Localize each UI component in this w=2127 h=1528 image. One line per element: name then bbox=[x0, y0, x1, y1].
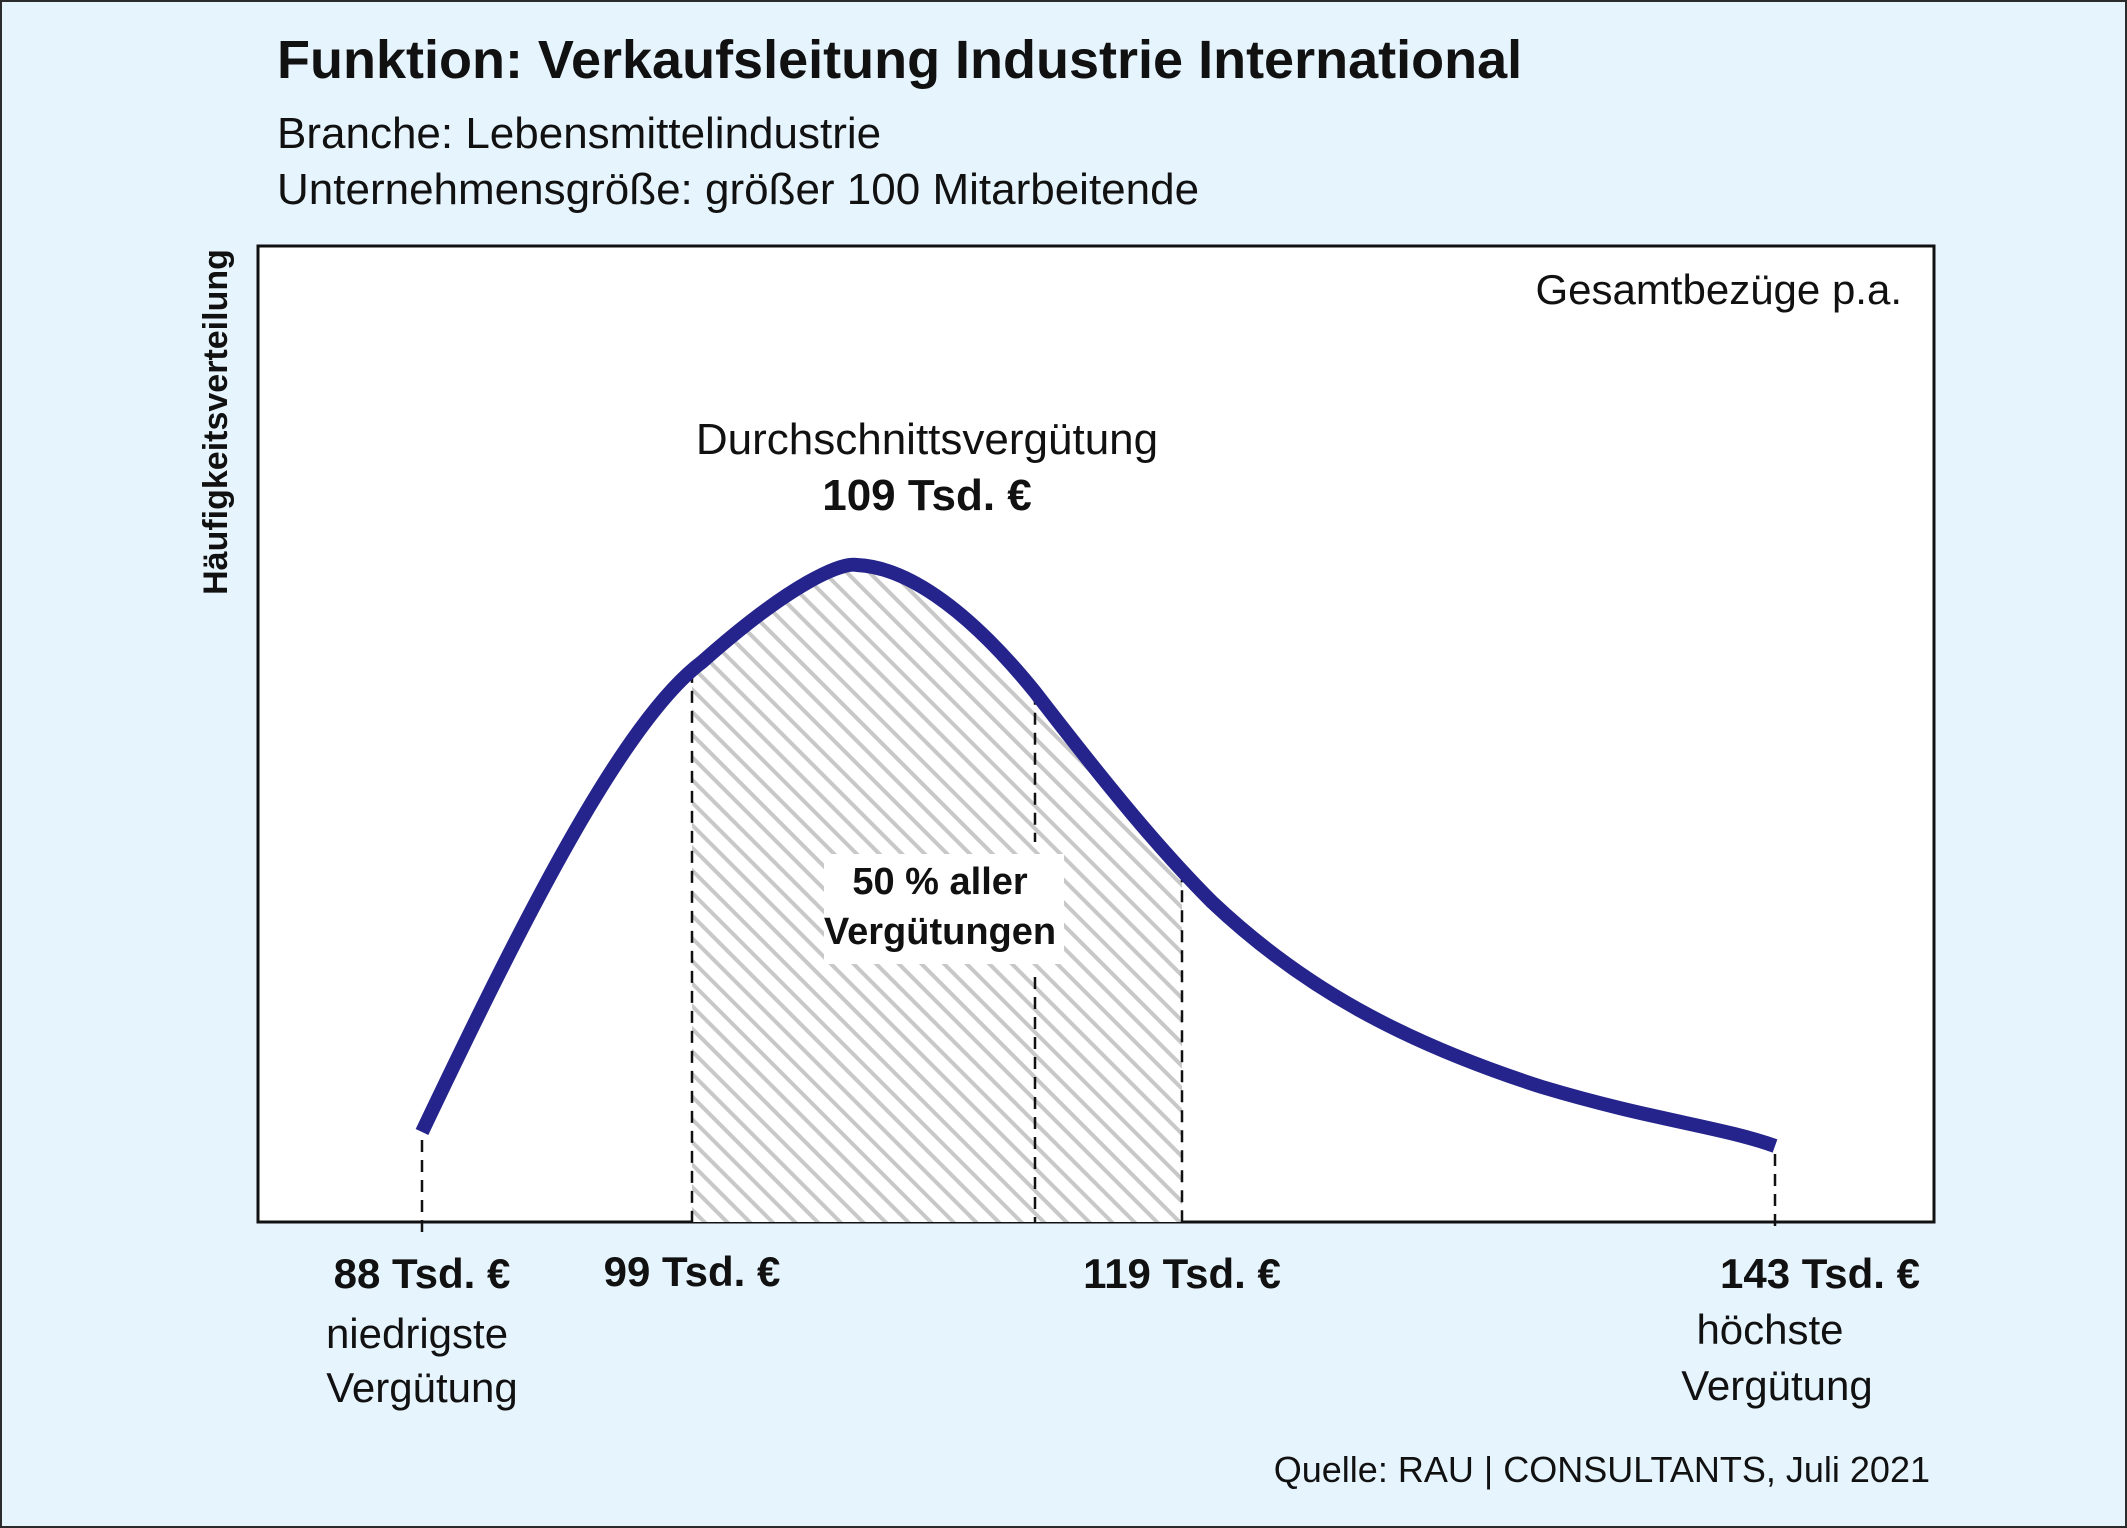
tick-label-q3: 119 Tsd. € bbox=[1083, 1250, 1281, 1297]
min-caption-line2: Vergütung bbox=[326, 1364, 518, 1411]
marker-lines bbox=[420, 670, 1777, 1232]
max-caption-line2: Vergütung bbox=[1681, 1362, 1873, 1409]
chart-title: Funktion: Verkaufsleitung Industrie Inte… bbox=[277, 30, 1522, 90]
tick-label-max: 143 Tsd. € bbox=[1720, 1250, 1920, 1297]
tick-label-q1: 99 Tsd. € bbox=[604, 1248, 781, 1295]
band-label-line2: Vergütungen bbox=[824, 911, 1056, 953]
distribution-curve bbox=[415, 557, 1778, 1153]
mean-caption: Durchschnittsvergütung bbox=[696, 415, 1158, 464]
industry-label: Branche: Lebensmittelindustrie bbox=[277, 109, 881, 158]
series-label: Gesamtbezüge p.a. bbox=[1535, 266, 1902, 313]
band-label-bg bbox=[824, 854, 1064, 964]
max-caption-line1: höchste bbox=[1696, 1306, 1843, 1353]
company-size-label: Unternehmensgröße: größer 100 Mitarbeite… bbox=[277, 165, 1199, 214]
tick-label-min: 88 Tsd. € bbox=[334, 1250, 511, 1297]
min-caption-line1: niedrigste bbox=[326, 1310, 508, 1357]
mean-value: 109 Tsd. € bbox=[822, 471, 1032, 520]
source-note: Quelle: RAU | CONSULTANTS, Juli 2021 bbox=[1274, 1449, 1930, 1490]
band-label-line1: 50 % aller bbox=[852, 861, 1028, 903]
y-axis-label: Häufigkeitsverteilung bbox=[197, 249, 235, 595]
